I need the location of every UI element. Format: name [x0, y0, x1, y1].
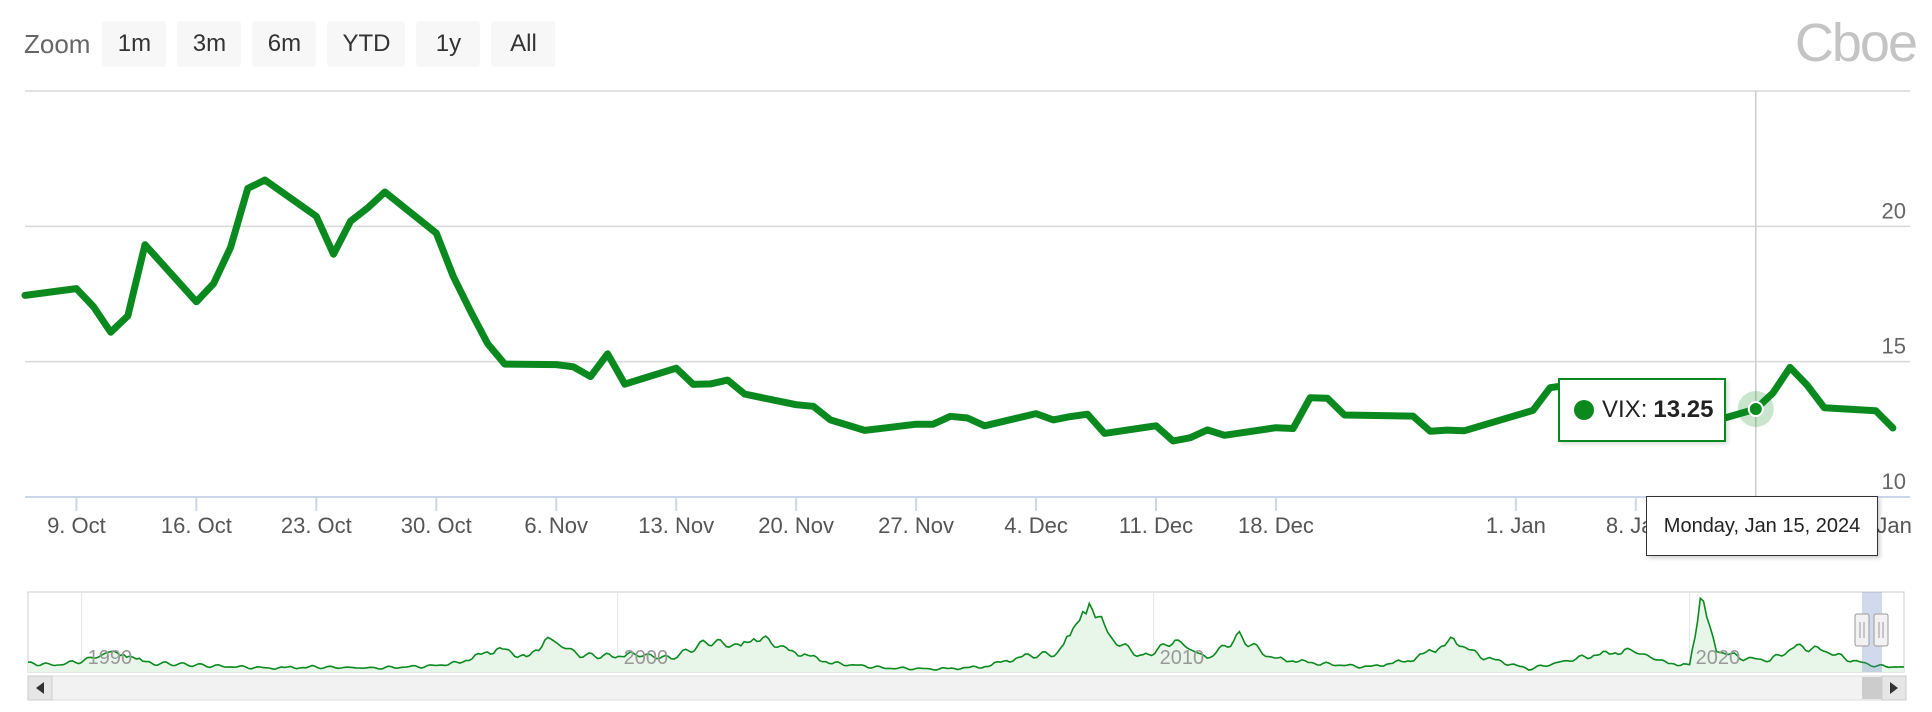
- navigator-handle-right[interactable]: [1873, 613, 1889, 647]
- tooltip-series-name: VIX: [1602, 396, 1641, 423]
- x-tick-label: 1. Jan: [1486, 513, 1546, 538]
- zoom-label: Zoom: [24, 28, 91, 59]
- x-tick-label: 13. Nov: [638, 513, 714, 538]
- scrollbar-track[interactable]: [27, 675, 1905, 701]
- y-axis: 10 15 20: [1882, 198, 1906, 494]
- zoom-bar: Zoom 1m 3m 6m YTD 1y All: [24, 20, 566, 68]
- zoom-all-button[interactable]: All: [491, 21, 556, 67]
- navigator-area: [28, 598, 1904, 672]
- x-tick-label: 23. Oct: [281, 513, 352, 538]
- value-tooltip: VIX: 13.25: [1558, 378, 1726, 442]
- navigator-line: [27, 596, 1905, 671]
- zoom-6m-button[interactable]: 6m: [252, 21, 317, 67]
- navigator-selected-range: [1862, 592, 1882, 672]
- grid-lines: [25, 90, 1910, 363]
- scroll-left-arrow-icon: [36, 682, 44, 694]
- y-tick-label: 15: [1882, 334, 1906, 359]
- y-tick-label: 20: [1882, 198, 1906, 223]
- x-tick-label: 6. Nov: [524, 513, 588, 538]
- zoom-1y-button[interactable]: 1y: [416, 21, 481, 67]
- y-tick-label: 10: [1882, 469, 1906, 494]
- scrollbar[interactable]: [27, 675, 1907, 701]
- scrollbar-thumb[interactable]: [1862, 677, 1882, 699]
- x-axis: 9. Oct 16. Oct 23. Oct 30. Oct 6. Nov 13. Nov…: [25, 496, 1912, 538]
- x-tick-label: 27. Nov: [878, 513, 954, 538]
- scroll-right-arrow-icon: [1890, 682, 1898, 694]
- x-tick-label: 9. Oct: [47, 513, 106, 538]
- x-tick-label: 11. Dec: [1119, 513, 1193, 538]
- navigator-year-label: 1990: [88, 647, 133, 669]
- navigator-year-label: 2000: [624, 647, 669, 669]
- hover-point[interactable]: [1747, 401, 1764, 418]
- zoom-1m-button[interactable]: 1m: [102, 21, 167, 67]
- x-tick-label: 30. Oct: [401, 513, 472, 538]
- navigator[interactable]: 1990 2000 2010 2020: [27, 591, 1905, 673]
- zoom-ytd-button[interactable]: YTD: [327, 21, 406, 67]
- tooltip-value: 13.25: [1653, 396, 1714, 423]
- zoom-3m-button[interactable]: 3m: [177, 21, 242, 67]
- x-tick-label: 16. Oct: [161, 513, 232, 538]
- x-tick-label: 20. Nov: [758, 513, 834, 538]
- cboe-logo: Cboe: [1794, 13, 1918, 73]
- navigator-year-label: 2020: [1696, 647, 1741, 669]
- navigator-handle-left[interactable]: [1854, 613, 1870, 647]
- x-tick-label: 18. Dec: [1238, 513, 1314, 538]
- date-tooltip: Monday, Jan 15, 2024: [1646, 496, 1878, 556]
- series-dot-icon: [1574, 400, 1594, 420]
- navigator-labels: 1990 2000 2010 2020: [88, 647, 1741, 669]
- tooltip-colon: :: [1640, 396, 1648, 423]
- navigator-year-label: 2010: [1160, 647, 1205, 669]
- x-tick-label: 4. Dec: [1004, 513, 1068, 538]
